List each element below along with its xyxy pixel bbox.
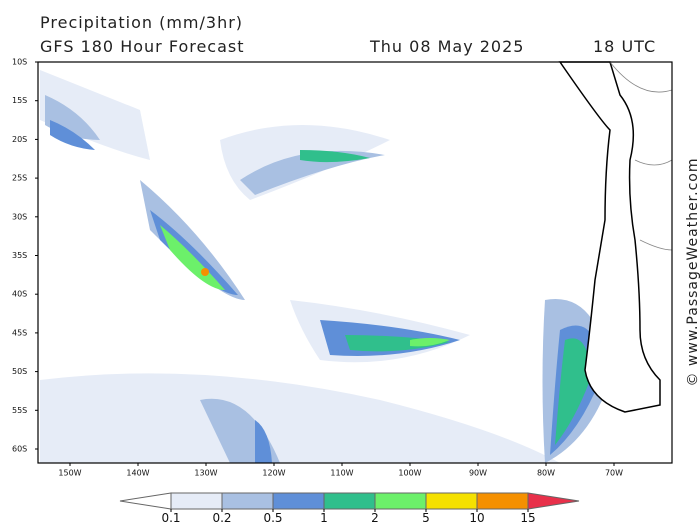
date: Thu 08 May 2025 [369,37,524,56]
colorbar-segment [272,492,325,510]
precip-fields [40,70,610,463]
lon-label: 90W [469,469,487,478]
lon-label: 120W [262,469,285,478]
lat-label: 10S [12,58,27,67]
lat-label: 25S [12,174,27,183]
lat-label: 40S [12,290,27,299]
colorbar-label: 10 [469,511,484,525]
lat-label: 20S [12,135,27,144]
lon-label: 110W [330,469,353,478]
colorbar-label: 5 [422,511,430,525]
colorbar-segment [323,492,376,510]
map-frame [37,61,673,464]
colorbar-low [119,492,172,510]
map-area [37,61,673,464]
colorbar-label: 0.5 [263,511,282,525]
lon-label: 150W [58,469,81,478]
watermark: © www.PassageWeather.com [685,157,700,386]
borders [609,61,673,251]
colorbar-segment [221,492,274,510]
title: Precipitation (mm/3hr) [40,13,243,32]
colorbar-high [527,492,580,510]
lon-label: 100W [398,469,421,478]
lat-label: 30S [12,212,27,221]
colorbar-segment [170,492,223,510]
lat-label: 15S [12,96,27,105]
subtitle: GFS 180 Hour Forecast [40,37,245,56]
lat-label: 60S [12,445,27,454]
colorbar-segment [425,492,478,510]
time: 18 UTC [593,37,656,56]
lat-label: 50S [12,367,27,376]
colorbar-label: 2 [371,511,379,525]
lat-label: 35S [12,251,27,260]
lat-label: 55S [12,406,27,415]
lon-label: 80W [537,469,555,478]
lon-label: 140W [126,469,149,478]
colorbar-segment [476,492,529,510]
lon-label: 70W [605,469,623,478]
colorbar-label: 1 [320,511,328,525]
south-america-land [558,61,661,413]
lon-label: 130W [194,469,217,478]
colorbar-segment [374,492,427,510]
colorbar-label: 0.2 [212,511,231,525]
lat-label: 45S [12,328,27,337]
colorbar-label: 0.1 [161,511,180,525]
colorbar-label: 15 [520,511,535,525]
colorbar: 0.1 0.2 0.5 1 2 5 10 15 [119,492,580,525]
